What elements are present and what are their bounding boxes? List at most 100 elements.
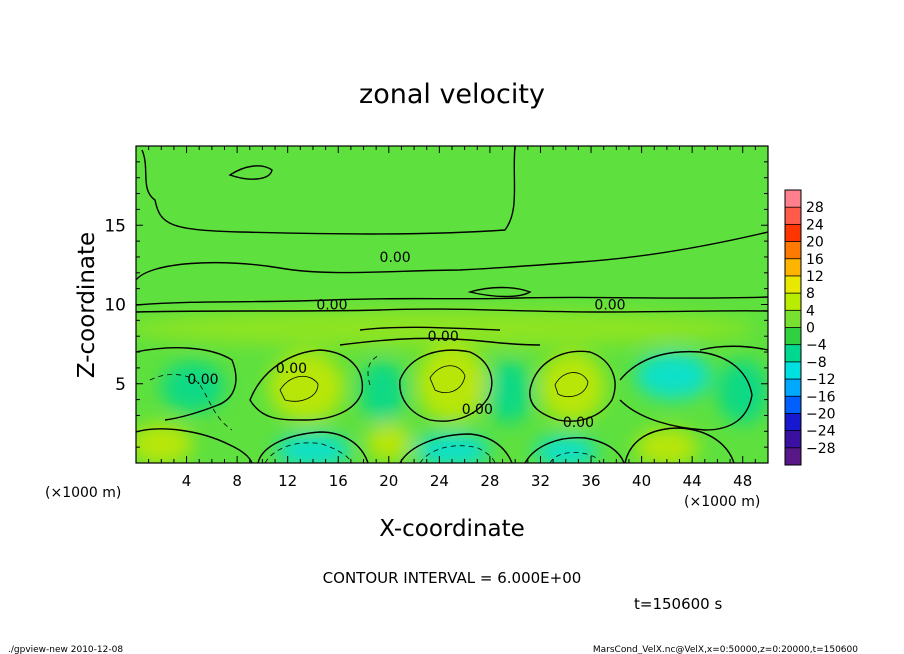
contour-line <box>136 428 253 463</box>
colorbar-swatch <box>785 241 801 259</box>
field-blob <box>136 423 193 463</box>
y-tick-label: 10 <box>104 296 126 316</box>
colorbar-swatch <box>785 275 801 294</box>
field-blob <box>268 352 345 422</box>
contour-line <box>136 347 237 421</box>
contour-label: 0.00 <box>594 298 625 314</box>
colorbar-swatch <box>785 258 801 276</box>
contour-line <box>429 365 466 393</box>
footer-right: MarsCond_VelX.nc@VelX,x=0:50000,z=0:2000… <box>593 645 858 654</box>
contour-label: 0.00 <box>316 298 347 314</box>
contour-line <box>529 350 616 422</box>
contour-line <box>149 374 233 431</box>
contour-line <box>624 427 735 463</box>
y-axis-ticks: 5 10 15 <box>104 161 768 448</box>
colorbar-label: −8 <box>806 355 827 371</box>
field-blob <box>359 359 406 424</box>
field-blob <box>275 432 351 463</box>
x-tick-label: 24 <box>430 472 449 490</box>
colorbar-swatch <box>785 361 801 380</box>
contour-line <box>136 231 768 281</box>
x-tick-label: 40 <box>632 472 651 490</box>
x-tick-label: 36 <box>581 472 600 490</box>
colorbar-label: −20 <box>806 406 836 422</box>
y-axis-label: Z-coordinate <box>74 232 100 378</box>
colorbar-label: −24 <box>806 424 836 440</box>
x-axis-ticks: 4 8 12 16 20 24 28 32 36 40 44 48 <box>148 146 756 490</box>
contour-line <box>619 350 753 431</box>
x-axis-unit-left: (×1000 m) <box>45 485 121 501</box>
field-blob <box>635 428 699 463</box>
colorbar-label: 4 <box>806 303 815 319</box>
x-tick-label: 44 <box>683 472 702 490</box>
colorbar-label: 24 <box>806 217 824 233</box>
colorbar-swatch <box>785 310 801 328</box>
contour-line <box>399 433 513 463</box>
contour-label: 0.00 <box>187 372 218 388</box>
time-label: t=150600 s <box>634 595 722 613</box>
contour-line <box>399 349 493 422</box>
x-tick-label: 4 <box>182 472 192 490</box>
contour-line <box>699 345 768 351</box>
field-blob <box>635 352 712 400</box>
contour-label: 0.00 <box>276 361 307 377</box>
plot-area: 0.00 0.00 0.00 0.00 0.00 0.00 0.00 0.00 <box>135 145 769 464</box>
contour-interval: CONTOUR INTERVAL = 6.000E+00 <box>323 569 582 587</box>
contour-line <box>467 286 532 298</box>
colorbar-swatch <box>785 430 801 448</box>
colorbar-label: 16 <box>806 252 824 268</box>
x-tick-label: 8 <box>232 472 242 490</box>
colorbar-swatch <box>785 293 801 311</box>
contour-line <box>136 296 768 306</box>
contour-line <box>141 146 516 235</box>
colorbar-swatch <box>785 413 801 431</box>
colorbar-label: 28 <box>806 200 824 216</box>
field-blob <box>539 352 605 422</box>
contour-line <box>257 431 369 463</box>
contour-line <box>367 355 379 386</box>
colorbar-label: 8 <box>806 286 815 302</box>
colorbar-label: −16 <box>806 389 836 405</box>
contour-line <box>554 372 589 398</box>
x-tick-label: 20 <box>379 472 398 490</box>
colorbar-swatch <box>785 344 801 362</box>
contour-label: 0.00 <box>428 329 459 345</box>
colorbar-label: 0 <box>806 321 815 337</box>
contour-label: 0.00 <box>563 415 594 431</box>
chart-title: zonal velocity <box>359 79 545 110</box>
footer-left: ./gpview-new 2010-12-08 <box>8 645 123 654</box>
contour-line <box>524 437 625 463</box>
field-blob <box>366 423 412 462</box>
contour-line <box>279 376 319 402</box>
colorbar-label: −4 <box>806 338 827 354</box>
contour-line <box>249 349 364 421</box>
x-tick-label: 48 <box>733 472 752 490</box>
y-tick-label: 15 <box>104 216 126 236</box>
colorbar-swatch <box>785 224 801 242</box>
colorbar-swatch <box>785 447 801 465</box>
contour-line <box>549 452 601 463</box>
colorbar-label: 12 <box>806 269 824 285</box>
x-tick-label: 32 <box>531 472 550 490</box>
x-axis-label: X-coordinate <box>379 516 525 542</box>
y-tick-label: 5 <box>115 375 126 395</box>
contour-label: 0.00 <box>462 402 493 418</box>
colorbar-swatch <box>785 396 801 414</box>
colorbar-swatch <box>785 190 801 208</box>
field-blob <box>486 359 532 424</box>
colorbar-label: −12 <box>806 372 836 388</box>
colorbar-swatch <box>785 327 801 345</box>
colorbar-label: −28 <box>806 441 836 457</box>
contour-line <box>264 442 353 463</box>
contour-line <box>339 337 541 346</box>
x-tick-label: 12 <box>278 472 297 490</box>
field-blob <box>717 359 768 424</box>
contour-labels: 0.00 0.00 0.00 0.00 0.00 0.00 0.00 0.00 <box>187 250 625 431</box>
colorbar-swatch <box>785 379 801 397</box>
contour-line <box>228 165 273 180</box>
x-tick-label: 28 <box>480 472 499 490</box>
field-blob <box>416 345 488 422</box>
contour-line <box>419 445 496 463</box>
